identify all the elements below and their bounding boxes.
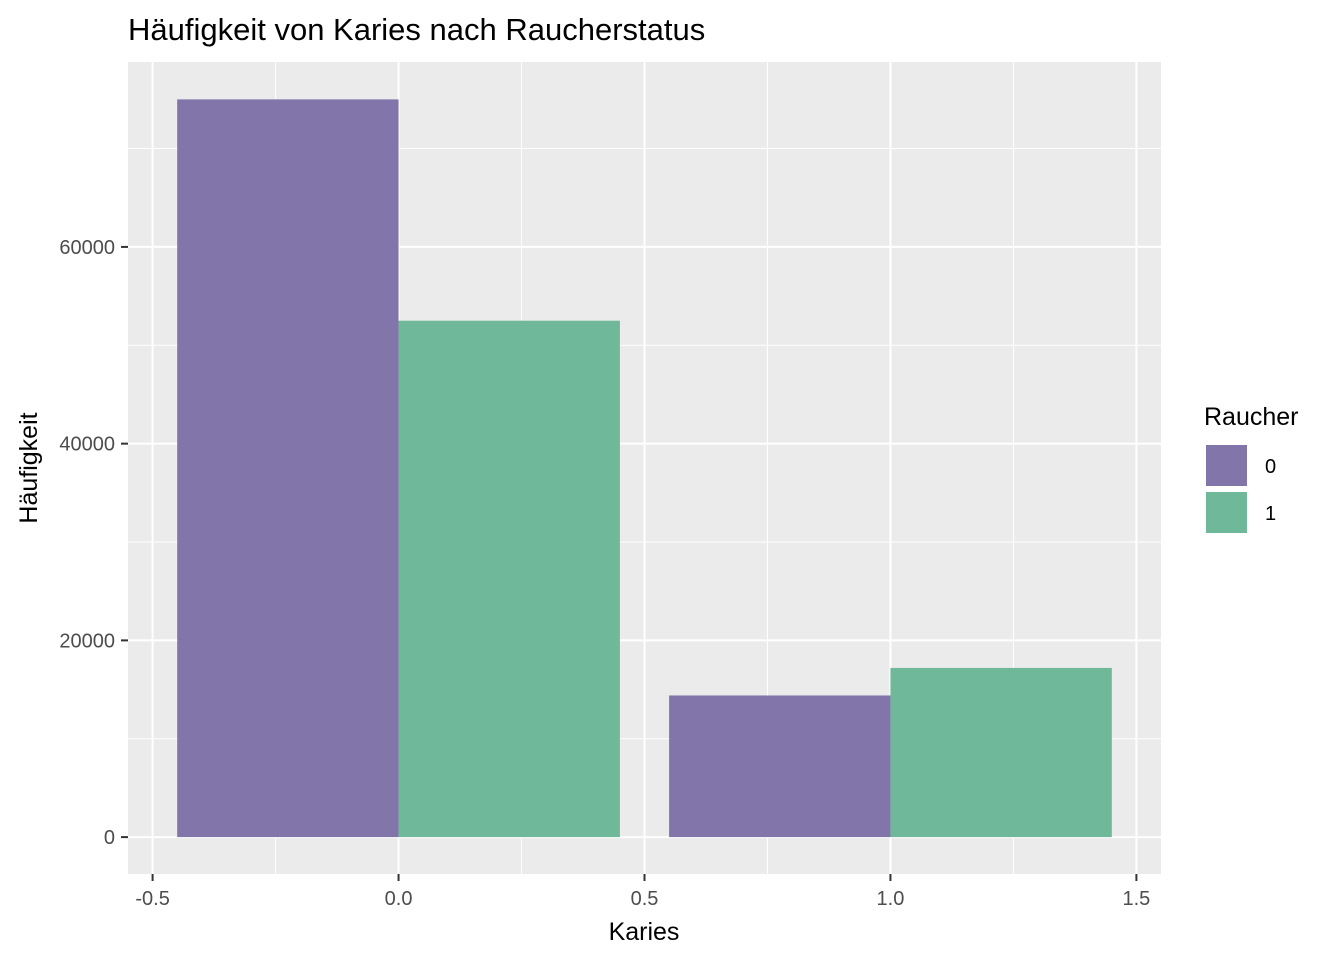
legend-label-1: 1: [1265, 503, 1276, 525]
legend-label-0: 0: [1265, 456, 1276, 478]
bars: [177, 99, 1112, 838]
x-tick-label: 1.0: [877, 888, 905, 910]
y-tick-label: 20000: [59, 630, 115, 652]
legend: Raucher 0 1: [1204, 403, 1299, 535]
bar-karies-0-raucher-0: [177, 99, 399, 838]
legend-key-1: [1204, 490, 1249, 535]
y-tick-label: 40000: [59, 434, 115, 456]
chart-title: Häufigkeit von Karies nach Raucherstatus: [128, 12, 705, 47]
x-axis: -0.5 0.0 0.5 1.0 1.5: [135, 874, 1150, 910]
bar-karies-0-raucher-1: [398, 320, 620, 838]
x-tick-label: -0.5: [135, 888, 169, 910]
x-tick-label: 1.5: [1122, 888, 1150, 910]
legend-key-0: [1204, 443, 1249, 488]
x-tick-label: 0.0: [385, 888, 413, 910]
y-axis-title: Häufigkeit: [15, 412, 43, 523]
y-axis: 0 20000 40000 60000: [59, 237, 128, 849]
x-tick-label: 0.5: [631, 888, 659, 910]
y-tick-label: 60000: [59, 237, 115, 259]
y-tick-label: 0: [104, 827, 115, 849]
x-axis-title: Karies: [609, 918, 680, 946]
bar-karies-1-raucher-0: [669, 695, 891, 838]
bar-karies-1-raucher-1: [890, 667, 1112, 838]
legend-title: Raucher: [1204, 403, 1299, 431]
